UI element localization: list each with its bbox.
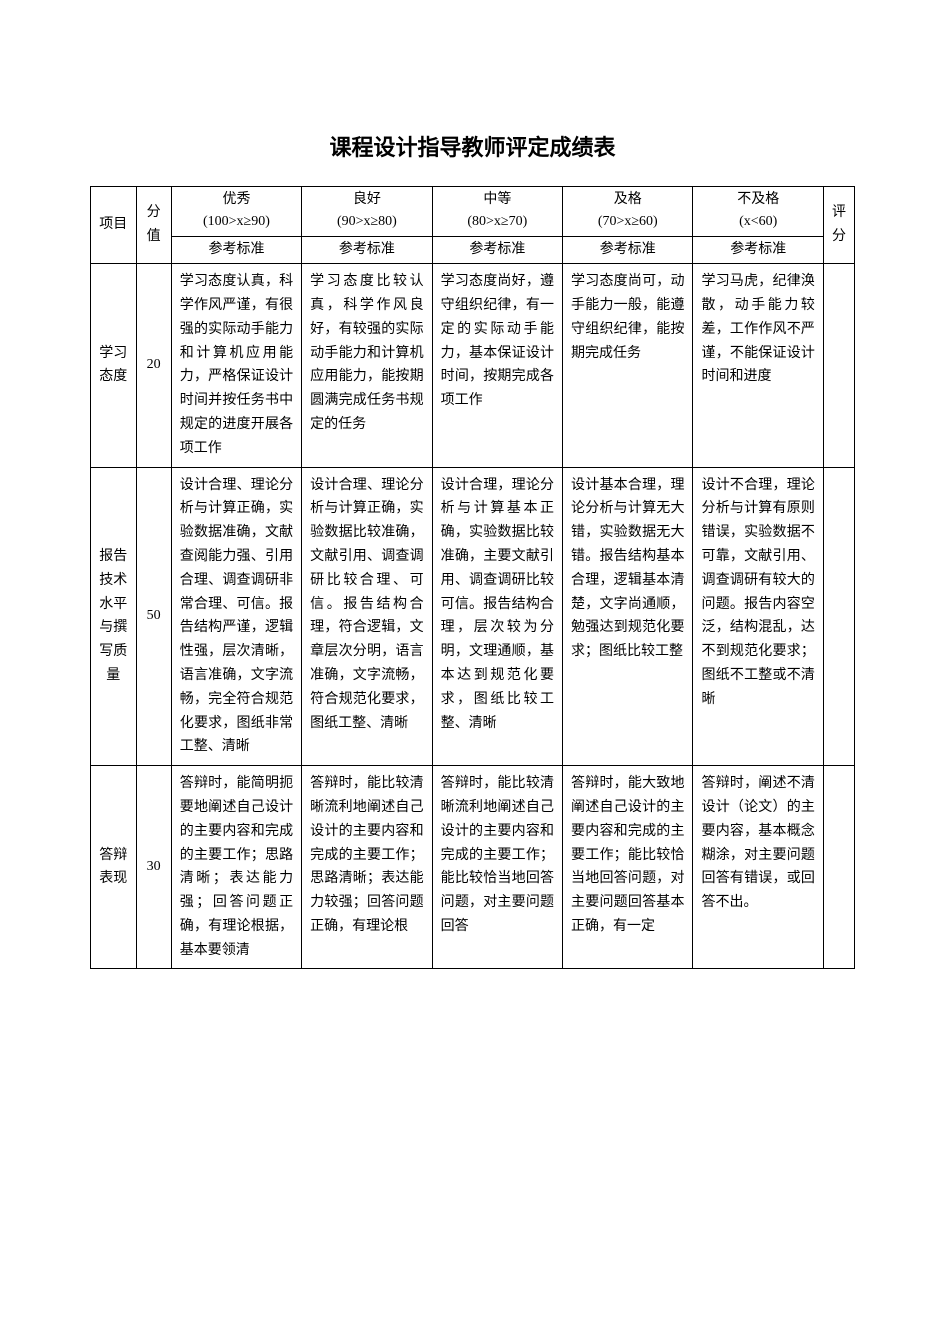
header-rating: 评分 (823, 187, 854, 264)
table-row: 报告技术水平与撰写质量 50 设计合理、理论分析与计算正确，实验数据准确，文献查… (91, 467, 855, 766)
grade-name: 及格 (614, 192, 642, 207)
criteria-cell: 设计合理，理论分析与计算基本正确，实验数据比较准确，主要文献引用、调查调研比较可… (432, 467, 562, 766)
grade-name: 中等 (483, 192, 511, 207)
ref-standard-label: 参考标准 (432, 236, 562, 263)
grade-name: 优秀 (222, 192, 250, 207)
row-score-value: 20 (136, 264, 171, 467)
criteria-cell: 学习态度尚可，动手能力一般，能遵守组织纪律，能按期完成任务 (563, 264, 693, 467)
criteria-cell: 设计合理、理论分析与计算正确，实验数据准确，文献查阅能力强、引用合理、调查调研非… (171, 467, 301, 766)
ref-standard-label: 参考标准 (171, 236, 301, 263)
header-score-value: 分值 (136, 187, 171, 264)
grade-name: 良好 (353, 192, 381, 207)
row-score-value: 30 (136, 766, 171, 969)
table-header-row-2: 参考标准 参考标准 参考标准 参考标准 参考标准 (91, 236, 855, 263)
rating-cell (823, 766, 854, 969)
criteria-cell: 设计合理、理论分析与计算正确，实验数据比较准确，文献引用、调查调研比较合理、可信… (302, 467, 432, 766)
grade-range: (90>x≥80) (337, 214, 397, 229)
ref-standard-label: 参考标准 (563, 236, 693, 263)
row-project-label: 报告技术水平与撰写质量 (91, 467, 137, 766)
criteria-cell: 答辩时，能比较清晰流利地阐述自己设计的主要内容和完成的主要工作；能比较恰当地回答… (432, 766, 562, 969)
criteria-cell: 答辩时，阐述不清设计（论文）的主要内容，基本概念糊涂，对主要问题回答有错误，或回… (693, 766, 823, 969)
criteria-cell: 学习马虎，纪律涣散，动手能力较差，工作作风不严谨，不能保证设计时间和进度 (693, 264, 823, 467)
header-project: 项目 (91, 187, 137, 264)
criteria-cell: 答辩时，能比较清晰流利地阐述自己设计的主要内容和完成的主要工作；思路清晰；表达能… (302, 766, 432, 969)
grade-name: 不及格 (737, 192, 779, 207)
header-grade-excellent: 优秀 (100>x≥90) (171, 187, 301, 237)
rating-cell (823, 264, 854, 467)
row-score-value: 50 (136, 467, 171, 766)
grade-range: (x<60) (739, 214, 777, 229)
ref-standard-label: 参考标准 (693, 236, 823, 263)
grade-range: (80>x≥70) (467, 214, 527, 229)
ref-standard-label: 参考标准 (302, 236, 432, 263)
header-grade-good: 良好 (90>x≥80) (302, 187, 432, 237)
row-project-label: 学习态度 (91, 264, 137, 467)
grading-rubric-table: 项目 分值 优秀 (100>x≥90) 良好 (90>x≥80) 中等 (80>… (90, 186, 855, 969)
page-title: 课程设计指导教师评定成绩表 (90, 130, 855, 162)
criteria-cell: 学习态度比较认真，科学作风良好，有较强的实际动手能力和计算机应用能力，能按期圆满… (302, 264, 432, 467)
grade-range: (70>x≥60) (598, 214, 658, 229)
row-project-label: 答辩表现 (91, 766, 137, 969)
criteria-cell: 学习态度认真，科学作风严谨，有很强的实际动手能力和计算机应用能力，严格保证设计时… (171, 264, 301, 467)
rating-cell (823, 467, 854, 766)
table-row: 学习态度 20 学习态度认真，科学作风严谨，有很强的实际动手能力和计算机应用能力… (91, 264, 855, 467)
criteria-cell: 答辩时，能大致地阐述自己设计的主要内容和完成的主要工作；能比较恰当地回答问题，对… (563, 766, 693, 969)
criteria-cell: 学习态度尚好，遵守组织纪律，有一定的实际动手能力，基本保证设计时间，按期完成各项… (432, 264, 562, 467)
header-grade-medium: 中等 (80>x≥70) (432, 187, 562, 237)
criteria-cell: 设计不合理，理论分析与计算有原则错误，实验数据不可靠，文献引用、调查调研有较大的… (693, 467, 823, 766)
header-grade-fail: 不及格 (x<60) (693, 187, 823, 237)
grade-range: (100>x≥90) (203, 214, 270, 229)
document-page: 课程设计指导教师评定成绩表 项目 分值 优秀 (100>x≥90) 良好 (90… (0, 0, 945, 1009)
table-header-row: 项目 分值 优秀 (100>x≥90) 良好 (90>x≥80) 中等 (80>… (91, 187, 855, 237)
header-grade-pass: 及格 (70>x≥60) (563, 187, 693, 237)
criteria-cell: 答辩时，能简明扼要地阐述自己设计的主要内容和完成的主要工作；思路清晰；表达能力强… (171, 766, 301, 969)
criteria-cell: 设计基本合理，理论分析与计算无大错，实验数据无大错。报告结构基本合理，逻辑基本清… (563, 467, 693, 766)
table-row: 答辩表现 30 答辩时，能简明扼要地阐述自己设计的主要内容和完成的主要工作；思路… (91, 766, 855, 969)
